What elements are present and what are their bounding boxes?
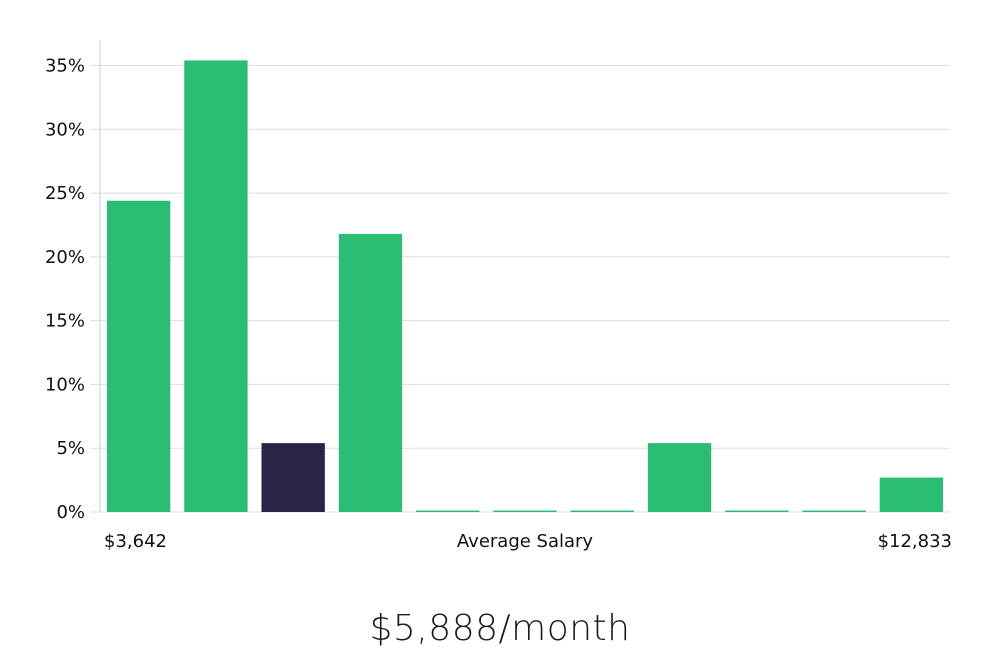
y-tick-label: 0% [56,502,85,523]
bar [106,200,171,512]
x-axis-title: Average Salary [457,531,594,552]
y-axis-ticks: 0% 5% 10% 15% 20% 25% 30% 35% [45,56,85,523]
x-axis-max-label: $12,833 [878,531,952,552]
y-tick-label: 20% [45,247,85,268]
y-tick-label: 35% [45,56,85,77]
y-tick-label: 25% [45,183,85,204]
x-axis-min-label: $3,642 [104,531,167,552]
y-tick-label: 15% [45,311,85,332]
bar [647,443,712,512]
bar [725,510,789,512]
bar [416,510,480,512]
salary-histogram-chart: 0% 5% 10% 15% 20% 25% 30% 35% $3,642 Average Sa… [45,40,952,552]
bar [493,510,557,512]
bar [802,510,866,512]
bar [879,477,944,512]
average-salary-value: $5,888/month [369,608,631,649]
y-tick-label: 30% [45,119,85,140]
bar [570,510,634,512]
bar [184,60,248,512]
bars [106,60,944,512]
y-tick-label: 5% [56,438,85,459]
highlighted-bar [261,443,325,512]
y-tick-label: 10% [45,374,85,395]
bar [338,233,403,512]
